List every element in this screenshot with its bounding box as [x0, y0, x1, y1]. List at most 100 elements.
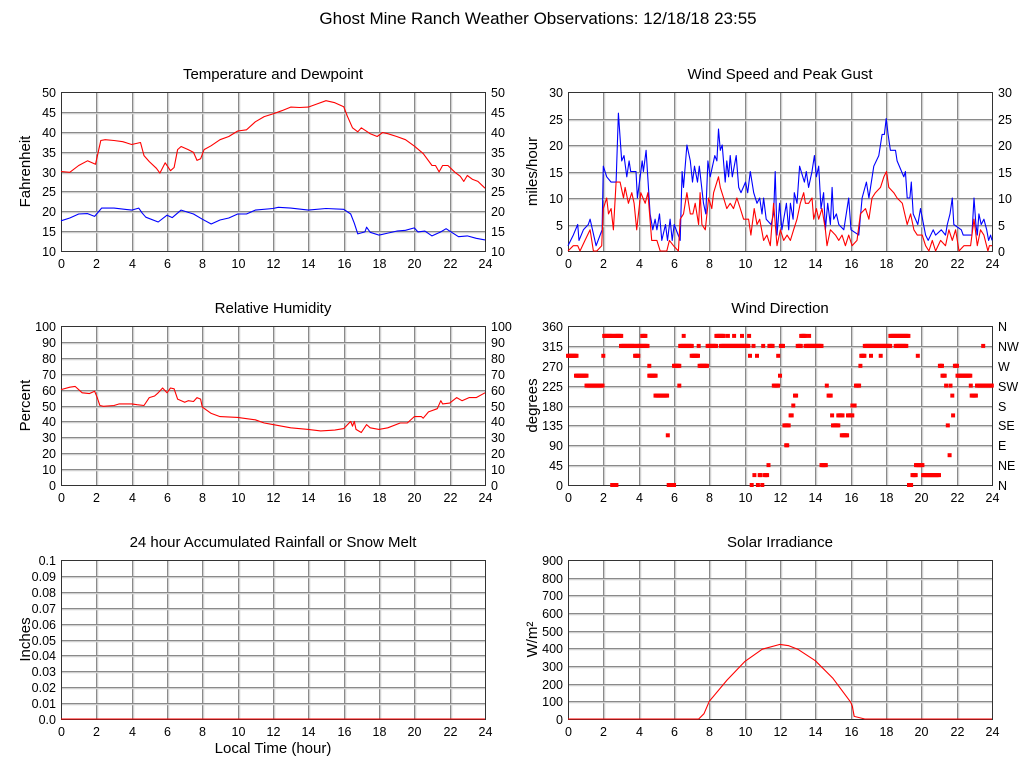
direction-point [909, 483, 914, 487]
y-tick-label: 900 [542, 554, 563, 568]
series-line-red [567, 170, 992, 252]
direction-point [915, 353, 920, 358]
y-tick-label: 360 [542, 320, 563, 334]
x-tick-label: 18 [880, 257, 894, 271]
y-tick-label: 20 [549, 139, 563, 153]
y-tick-label: 0.04 [32, 649, 56, 663]
y-tick-label: 0 [556, 713, 563, 727]
y-tick-label: 0.0 [39, 713, 56, 727]
direction-point [786, 423, 791, 428]
direction-point [981, 343, 986, 348]
direction-point [758, 473, 763, 478]
direction-point [645, 343, 650, 348]
series-line-red [60, 100, 486, 189]
plot-frame [568, 92, 993, 252]
y-right-tick-label: 25 [491, 185, 505, 199]
chart-title: Solar Irradiance [727, 534, 833, 551]
y-right-tick-label: 35 [491, 146, 505, 160]
y-right-tick-label: SE [998, 419, 1015, 433]
y-right-tick-label: 30 [491, 431, 505, 445]
y-tick-label: 20 [42, 447, 56, 461]
direction-point [913, 473, 918, 478]
direction-point [940, 363, 944, 368]
x-tick-label: 16 [845, 725, 859, 739]
direction-point [785, 443, 790, 448]
y-tick-label: 0 [49, 479, 56, 493]
y-tick-label: 30 [549, 86, 563, 100]
x-tick-label: 2 [93, 725, 100, 739]
x-tick-label: 12 [267, 491, 281, 505]
x-tick-label: 10 [232, 491, 246, 505]
y-tick-label: 35 [42, 146, 56, 160]
x-tick-label: 12 [774, 491, 788, 505]
direction-point [942, 373, 947, 378]
figure-title: Ghost Mine Ranch Weather Observations: 1… [319, 9, 756, 28]
x-tick-label: 0 [58, 725, 65, 739]
direction-point [696, 353, 700, 358]
x-tick-label: 10 [739, 257, 753, 271]
direction-point [819, 343, 824, 348]
y-axis-label: Inches [17, 617, 34, 661]
direction-point [858, 363, 863, 368]
y-right-tick-label: 50 [491, 400, 505, 414]
direction-point [869, 353, 873, 358]
y-right-tick-label: N [998, 479, 1007, 493]
direction-point [968, 383, 973, 388]
direction-point [904, 343, 909, 348]
y-right-tick-label: 40 [491, 415, 505, 429]
x-tick-label: 22 [951, 257, 965, 271]
plot-frame [568, 326, 993, 486]
x-tick-label: 10 [739, 725, 753, 739]
direction-point [749, 483, 754, 487]
direction-point [665, 433, 670, 438]
x-tick-label: 24 [986, 491, 1000, 505]
direction-point [672, 483, 676, 487]
direction-point [794, 393, 799, 398]
direction-point [857, 383, 862, 388]
y-right-tick-label: 30 [491, 166, 505, 180]
direction-point [968, 373, 973, 378]
x-tick-label: 14 [809, 725, 823, 739]
y-tick-label: 700 [542, 589, 563, 603]
x-tick-label: 22 [444, 725, 458, 739]
y-tick-label: 5 [556, 219, 563, 233]
y-right-tick-label: 60 [491, 384, 505, 398]
y-right-tick-label: 20 [491, 447, 505, 461]
direction-point [665, 393, 670, 398]
direction-point [803, 333, 808, 338]
direction-point [906, 333, 911, 338]
x-tick-label: 4 [636, 491, 643, 505]
direction-point [653, 373, 658, 378]
y-right-tick-label: 0 [998, 245, 1005, 259]
direction-point [677, 383, 682, 388]
x-tick-label: 18 [373, 491, 387, 505]
y-axis-label: miles/hour [524, 137, 541, 206]
y-tick-label: 200 [542, 678, 563, 692]
direction-point [732, 333, 737, 338]
y-tick-label: 30 [42, 431, 56, 445]
x-tick-label: 14 [809, 257, 823, 271]
x-tick-label: 16 [845, 257, 859, 271]
chart-title: Wind Speed and Peak Gust [687, 66, 873, 83]
x-tick-label: 18 [373, 257, 387, 271]
y-tick-label: 40 [42, 126, 56, 140]
x-tick-label: 18 [880, 491, 894, 505]
y-tick-label: 0.01 [32, 697, 56, 711]
y-right-tick-label: NE [998, 459, 1015, 473]
chart-title: Relative Humidity [215, 300, 332, 317]
direction-point [830, 413, 835, 418]
x-tick-label: 14 [302, 491, 316, 505]
direction-point [584, 373, 589, 378]
direction-point [888, 343, 893, 348]
x-tick-label: 24 [479, 491, 493, 505]
x-tick-label: 12 [774, 725, 788, 739]
direction-point [948, 383, 953, 388]
y-right-tick-label: E [998, 439, 1006, 453]
direction-point [747, 333, 752, 338]
direction-point [862, 353, 867, 358]
direction-point [947, 453, 952, 458]
x-tick-label: 20 [915, 491, 929, 505]
y-tick-label: 300 [542, 660, 563, 674]
x-tick-label: 14 [302, 257, 316, 271]
